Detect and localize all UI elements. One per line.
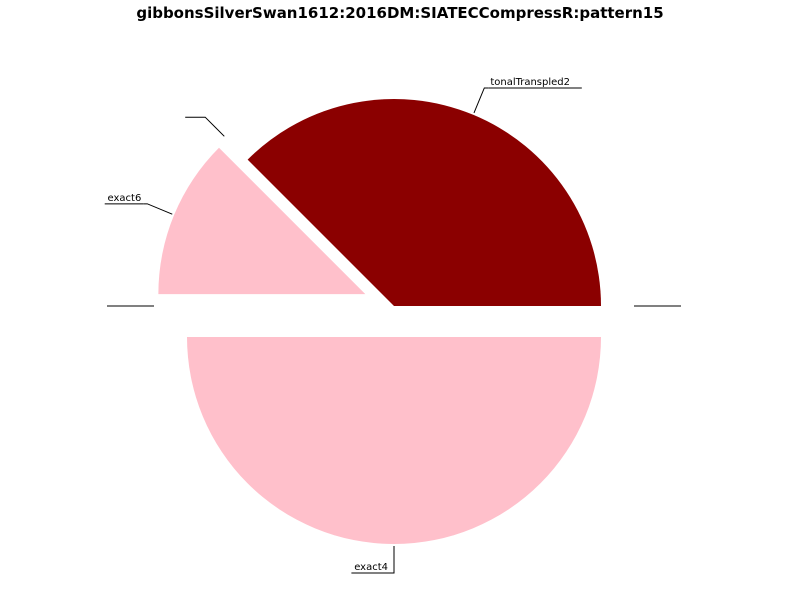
leader-line-4 (390, 546, 395, 574)
pie-slices (158, 99, 601, 544)
leader-line-2 (143, 203, 173, 215)
chart-title: gibbonsSilverSwan1612:2016DM:SIATECCompr… (136, 4, 663, 22)
pie-slice-2 (158, 147, 366, 295)
slice-labels: tonalTranspled2 exact6 exact4 (104, 77, 681, 574)
slice-label-0: tonalTranspled2 (490, 77, 570, 88)
slice-label-2: exact6 (108, 193, 142, 204)
slice-label-4: exact4 (354, 562, 388, 573)
leader-line-0 (473, 87, 489, 114)
pie-slice-0 (247, 99, 601, 306)
leader-line-1 (185, 116, 225, 137)
pie-slice-4 (187, 337, 601, 544)
